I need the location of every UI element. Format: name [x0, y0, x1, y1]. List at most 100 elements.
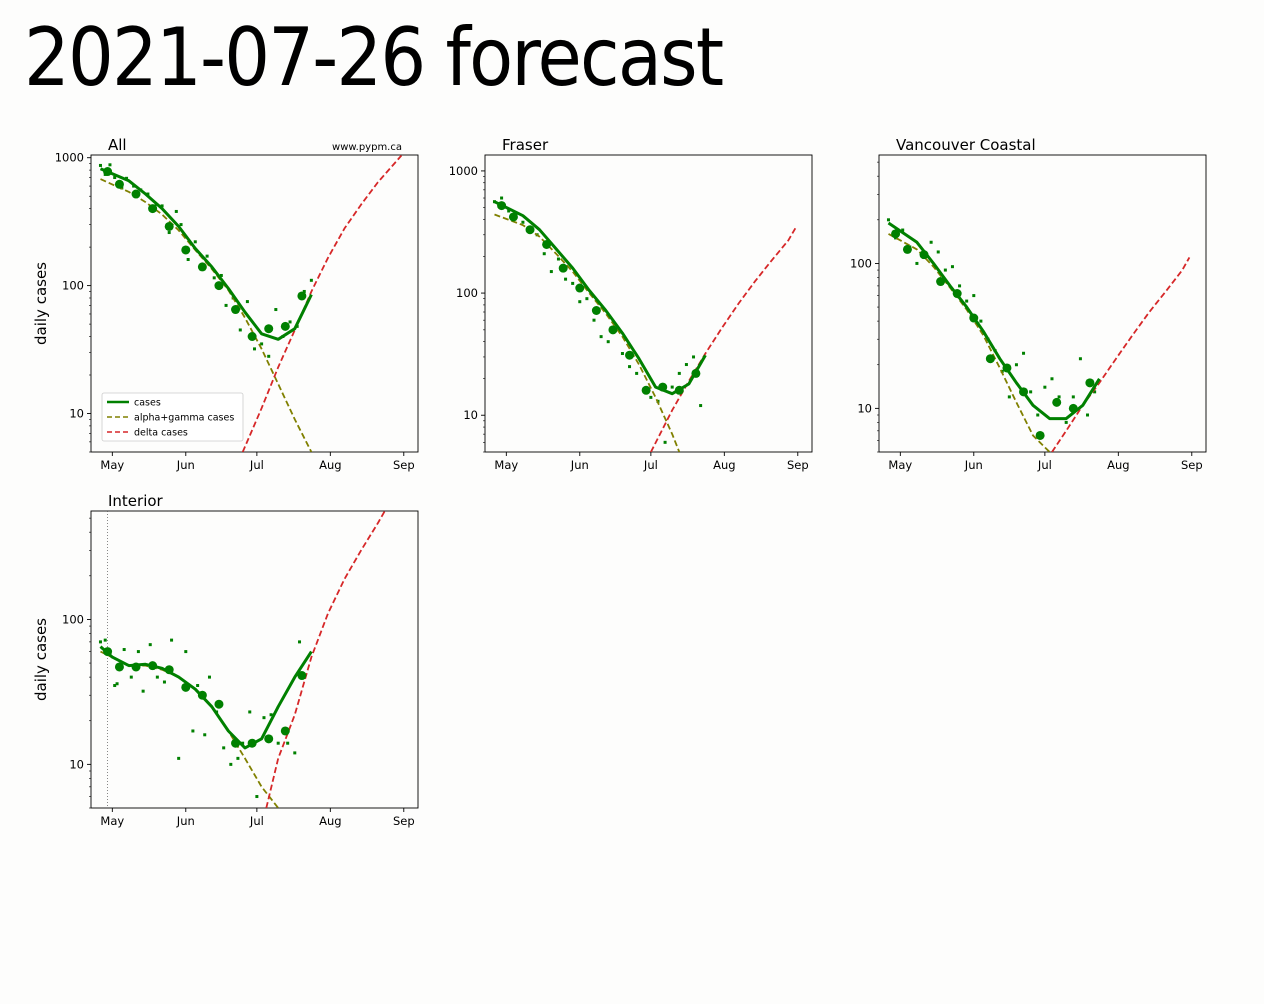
daily-case-point — [1064, 420, 1068, 424]
plot-area — [886, 218, 1191, 452]
plot-area — [492, 196, 797, 452]
daily-case-point — [663, 440, 667, 444]
daily-case-point — [108, 163, 112, 167]
daily-case-point — [174, 209, 178, 213]
weekly-average-point — [297, 671, 307, 681]
daily-case-point — [245, 300, 249, 304]
weekly-average-point — [197, 690, 207, 700]
daily-case-point — [269, 713, 273, 717]
plot-area — [98, 511, 386, 808]
daily-case-point — [224, 303, 228, 307]
weekly-average-point — [952, 289, 962, 299]
daily-case-point — [699, 404, 703, 408]
daily-case-point — [115, 682, 119, 686]
weekly-average-point — [969, 313, 979, 323]
daily-case-point — [1086, 413, 1090, 417]
daily-case-point — [901, 228, 905, 232]
plot-frame — [90, 510, 419, 809]
weekly-average-point — [891, 229, 901, 239]
weekly-average-point — [231, 738, 241, 748]
daily-case-point — [1043, 385, 1047, 389]
weekly-average-point — [181, 245, 191, 255]
daily-case-point — [241, 741, 245, 745]
x-tick-label: Aug — [319, 458, 341, 472]
x-tick-label: Aug — [1107, 458, 1129, 472]
daily-case-point — [556, 257, 560, 261]
daily-case-point — [302, 289, 306, 293]
weekly-average-point — [247, 738, 257, 748]
x-tick-label: May — [100, 458, 124, 472]
weekly-average-point — [525, 225, 535, 235]
series-line-cases — [493, 200, 707, 396]
daily-case-point — [549, 270, 553, 274]
daily-case-point — [692, 355, 696, 359]
weekly-average-point — [558, 263, 568, 273]
weekly-average-point — [164, 221, 174, 231]
y-tick-label: 100 — [62, 279, 84, 293]
chart-panel: Fraser 10 100 1000 May Jun Jul Aug Sep — [449, 136, 813, 472]
weekly-average-point — [691, 368, 701, 378]
daily-case-point — [958, 284, 962, 288]
series-line-cases — [887, 221, 1101, 421]
daily-case-point — [205, 254, 209, 258]
daily-case-point — [1050, 377, 1054, 381]
plot-frame — [878, 154, 1207, 453]
x-tick-label: May — [100, 814, 124, 828]
weekly-average-point — [247, 331, 257, 341]
daily-case-point — [1071, 395, 1075, 399]
plot-frame — [484, 154, 813, 453]
daily-case-point — [262, 716, 266, 720]
x-tick-label: May — [888, 458, 912, 472]
daily-case-point — [649, 395, 653, 399]
daily-case-point — [943, 268, 947, 272]
daily-case-point — [212, 276, 216, 280]
weekly-average-point — [1019, 387, 1029, 397]
daily-case-point — [521, 220, 525, 224]
daily-case-point — [113, 176, 117, 180]
daily-case-point — [238, 328, 242, 332]
daily-case-point — [122, 648, 126, 652]
daily-case-point — [1036, 413, 1040, 417]
x-tick-label: Jun — [570, 458, 589, 472]
daily-case-point — [298, 640, 302, 644]
daily-case-point — [103, 638, 107, 642]
x-tick-label: Jun — [176, 814, 195, 828]
weekly-average-point — [985, 354, 995, 364]
daily-case-point — [113, 684, 117, 688]
series-line-delta — [241, 155, 403, 452]
daily-case-point — [936, 250, 940, 254]
legend-box — [101, 392, 244, 442]
y-axis-label: daily cases — [32, 618, 50, 701]
daily-case-point — [628, 365, 632, 369]
daily-case-point — [684, 363, 688, 367]
weekly-average-point — [164, 665, 174, 675]
daily-case-point — [267, 354, 271, 358]
daily-case-point — [177, 756, 181, 760]
x-tick-label: Aug — [713, 458, 735, 472]
daily-case-point — [1007, 395, 1011, 399]
daily-case-point — [207, 675, 211, 679]
weekly-average-point — [1052, 397, 1062, 407]
weekly-average-point — [297, 291, 307, 301]
daily-case-point — [1014, 363, 1018, 367]
series-line-alpha-gamma — [494, 213, 681, 452]
daily-case-point — [578, 300, 582, 304]
x-tick-label: Sep — [787, 458, 809, 472]
weekly-average-point — [114, 662, 124, 672]
y-tick-label: 10 — [463, 408, 478, 422]
daily-case-point — [670, 385, 674, 389]
daily-case-point — [155, 675, 159, 679]
daily-case-point — [606, 340, 610, 344]
daily-case-point — [1022, 351, 1026, 355]
daily-case-point — [929, 240, 933, 244]
y-tick-label: 1000 — [55, 151, 84, 165]
daily-case-point — [160, 204, 164, 208]
weekly-average-point — [902, 244, 912, 254]
daily-case-point — [288, 320, 292, 324]
chart-title: Fraser — [502, 136, 549, 154]
weekly-average-point — [591, 306, 601, 316]
weekly-average-point — [103, 167, 113, 177]
daily-case-point — [146, 192, 150, 196]
x-tick-label: May — [494, 458, 518, 472]
